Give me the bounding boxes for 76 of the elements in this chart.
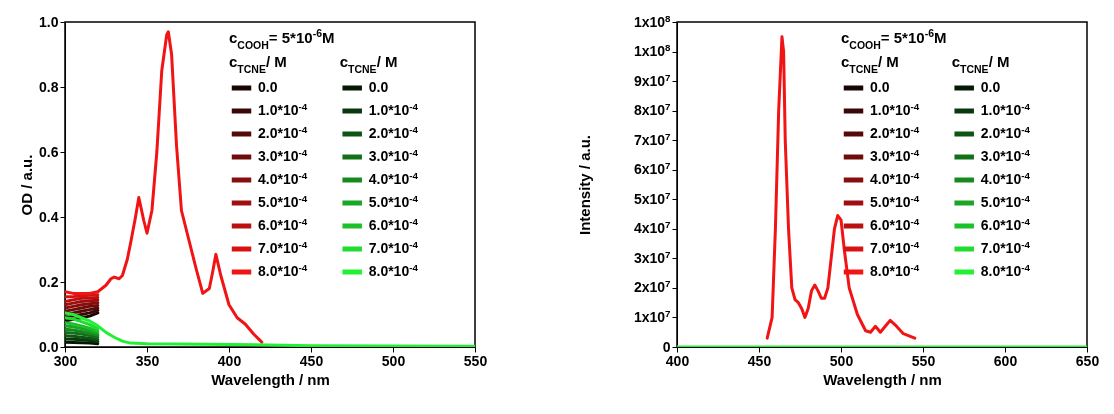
y-tick-label: 7x10$^{7}$ xyxy=(633,130,672,148)
y-tick-label: 0.0 xyxy=(39,338,59,355)
x-tick-label: 650 xyxy=(1075,352,1100,369)
x-tick-label: 550 xyxy=(911,352,936,369)
legend-label: 1.0*10$^{-4}$ xyxy=(870,100,920,118)
legend-label: 1.0*10$^{-4}$ xyxy=(980,100,1031,118)
y-tick-label: 0.2 xyxy=(39,273,59,290)
y-tick-label: 5x10$^{7}$ xyxy=(633,189,672,207)
y-tick-label: 8x10$^{7}$ xyxy=(633,100,672,119)
x-tick-label: 300 xyxy=(53,352,78,369)
x-axis-title: Wavelength / nm xyxy=(211,370,330,388)
legend-label: 3.0*10$^{-4}$ xyxy=(980,146,1031,164)
legend-label: 4.0*10$^{-4}$ xyxy=(980,169,1031,187)
legend-label: 7.0*10$^{-4}$ xyxy=(368,238,419,256)
legend-label: 5.0*10$^{-4}$ xyxy=(258,192,308,210)
legend-label: 6.0*10$^{-4}$ xyxy=(870,215,920,233)
legend-label: 3.0*10$^{-4}$ xyxy=(258,146,308,164)
legend-label: 0.0 xyxy=(980,79,1001,95)
legend-label: 8.0*10$^{-4}$ xyxy=(258,261,308,279)
legend-label: 7.0*10$^{-4}$ xyxy=(870,238,920,256)
y-tick-label: 1x10$^{7}$ xyxy=(633,307,672,325)
legend-label: 6.0*10$^{-4}$ xyxy=(258,215,308,233)
legend-label: 4.0*10$^{-4}$ xyxy=(870,169,920,187)
legend-label: 1.0*10$^{-4}$ xyxy=(368,100,419,118)
legend-label: 2.0*10$^{-4}$ xyxy=(870,123,920,141)
y-tick-label: 1.0 xyxy=(39,13,59,30)
x-tick-label: 600 xyxy=(993,352,1018,369)
text: c$_{TCNE}$/ M xyxy=(951,52,1010,75)
y-tick-label: 2x10$^{7}$ xyxy=(633,277,672,296)
legend-label: 2.0*10$^{-4}$ xyxy=(980,123,1031,141)
x-tick-label: 500 xyxy=(829,352,854,369)
legend-title: c$_{TCNE}$/ M xyxy=(229,52,287,75)
legend-title: c$_{TCNE}$/ M xyxy=(841,52,899,75)
y-tick-label: 1x10$^{8}$ xyxy=(633,41,672,60)
y-tick-label: 0.8 xyxy=(39,78,59,95)
y-tick-label: 4x10$^{7}$ xyxy=(633,218,672,237)
legend-label: 0.0 xyxy=(368,79,389,95)
x-tick-label: 400 xyxy=(217,352,242,369)
legend-label: 4.0*10$^{-4}$ xyxy=(258,169,308,187)
legend-label: 3.0*10$^{-4}$ xyxy=(368,146,419,164)
legend-label: 8.0*10$^{-4}$ xyxy=(980,261,1031,279)
legend-label: 3.0*10$^{-4}$ xyxy=(870,146,920,164)
annotation: c$_{COOH}$= 5*10$^{-6}$M xyxy=(841,27,947,52)
legend-label: 7.0*10$^{-4}$ xyxy=(980,238,1031,256)
legend-label: 5.0*10$^{-4}$ xyxy=(368,192,419,210)
legend-label: 2.0*10$^{-4}$ xyxy=(368,123,419,141)
legend-label: 4.0*10$^{-4}$ xyxy=(368,169,419,187)
x-tick-label: 450 xyxy=(747,352,772,369)
legend-label: 6.0*10$^{-4}$ xyxy=(368,215,419,233)
x-tick-label: 500 xyxy=(381,352,406,369)
legend-label: 8.0*10$^{-4}$ xyxy=(870,261,920,279)
legend-label: 2.0*10$^{-4}$ xyxy=(258,123,308,141)
legend-label: 5.0*10$^{-4}$ xyxy=(870,192,920,210)
legend-label: 8.0*10$^{-4}$ xyxy=(368,261,419,279)
y-axis-title: OD / a.u. xyxy=(18,154,36,216)
legend-label: 6.0*10$^{-4}$ xyxy=(980,215,1031,233)
y-tick-label: 0.4 xyxy=(39,208,59,225)
legend-label: 0.0 xyxy=(258,79,278,95)
y-tick-label: 3x10$^{7}$ xyxy=(633,248,672,266)
x-tick-label: 400 xyxy=(665,352,690,369)
y-tick-label: 6x10$^{7}$ xyxy=(633,159,672,178)
legend-label: 0.0 xyxy=(870,79,890,95)
x-tick-label: 350 xyxy=(135,352,160,369)
x-tick-label: 550 xyxy=(463,352,488,369)
legend-label: 7.0*10$^{-4}$ xyxy=(258,238,308,256)
annotation: c$_{COOH}$= 5*10$^{-6}$M xyxy=(229,27,335,52)
y-axis-title: Intensity / a.u. xyxy=(575,134,593,236)
y-tick-label: 0.6 xyxy=(39,143,59,160)
x-tick-label: 450 xyxy=(299,352,324,369)
legend-label: 5.0*10$^{-4}$ xyxy=(980,192,1031,210)
x-axis-title: Wavelength / nm xyxy=(823,370,942,388)
y-tick-label: 1x10$^{8}$ xyxy=(633,12,672,30)
y-tick-label: 0 xyxy=(662,338,671,355)
y-tick-label: 9x10$^{7}$ xyxy=(633,71,672,89)
text: c$_{TCNE}$/ M xyxy=(339,52,398,75)
legend-label: 1.0*10$^{-4}$ xyxy=(258,100,308,118)
